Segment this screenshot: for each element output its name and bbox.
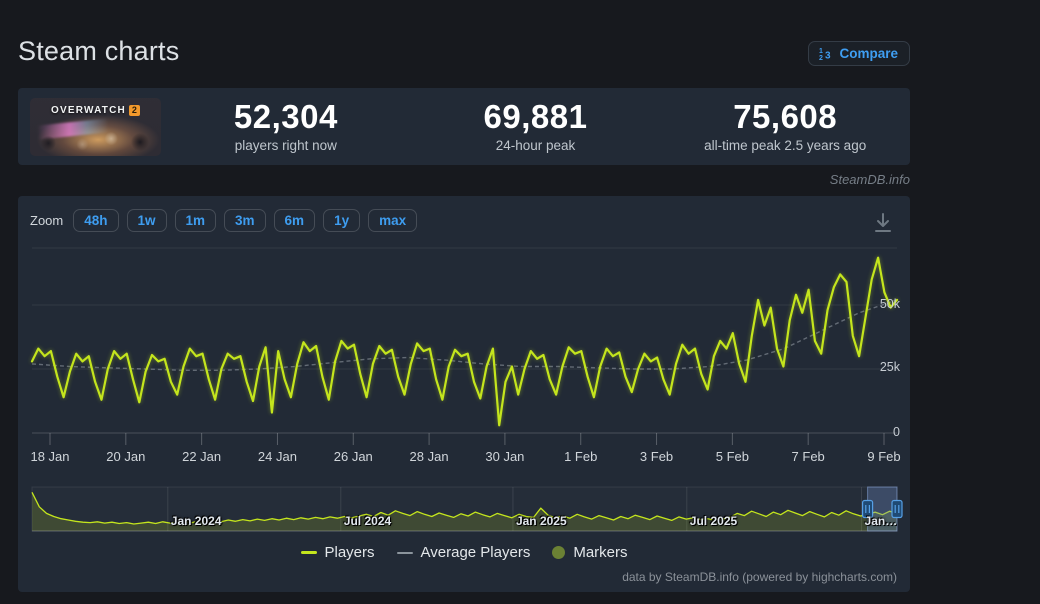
x-tick-label: 28 Jan	[409, 449, 449, 464]
compare-button[interactable]: 1 2 3 Compare	[808, 41, 910, 66]
svg-text:3: 3	[825, 50, 831, 61]
zoom-toolbar: Zoom 48h 1w 1m 3m 6m 1y max	[30, 209, 418, 232]
navigator-tick-label: Jan…	[864, 514, 898, 528]
range-button-48h[interactable]: 48h	[73, 209, 119, 232]
navigator-tick-label: Jul 2024	[343, 514, 392, 528]
x-tick-label: 9 Feb	[867, 449, 901, 464]
navigator-handle-left[interactable]	[861, 499, 874, 519]
svg-text:1: 1	[819, 48, 823, 55]
x-tick-label: 30 Jan	[485, 449, 525, 464]
y-tick-label: 25k	[879, 360, 900, 374]
x-tick-label: 18 Jan	[30, 449, 70, 464]
markers-circle-marker	[552, 546, 566, 559]
steamdb-watermark: SteamDB.info	[829, 172, 910, 187]
navigator-tick-label: Jan 2025	[515, 514, 567, 528]
stat-alltime-peak: 75,608 all-time peak 2.5 years ago	[660, 100, 910, 153]
range-button-1w[interactable]: 1w	[126, 209, 167, 232]
current-players-value: 52,304	[233, 98, 338, 136]
stats-panel: OVERWATCH 2 52,304 players right now 69,8…	[18, 88, 910, 165]
page-title: Steam charts	[18, 36, 180, 66]
chart-svg[interactable]	[18, 196, 910, 592]
x-tick-label: 7 Feb	[791, 449, 825, 464]
game-logo: OVERWATCH 2	[30, 104, 161, 116]
svg-text:2: 2	[819, 55, 823, 61]
chart-credits: data by SteamDB.info (powered by highcha…	[622, 570, 897, 584]
x-tick-label: 3 Feb	[639, 449, 674, 464]
compare-button-label: Compare	[839, 46, 898, 61]
current-players-label: players right now	[234, 137, 337, 153]
x-tick-label: 20 Jan	[106, 449, 146, 464]
navigator-tick-label: Jul 2025	[689, 514, 738, 528]
stat-24h-peak: 69,881 24-hour peak	[411, 100, 661, 153]
legend-item-markers[interactable]: Markers	[552, 544, 628, 561]
chart-legend: Players Average Players Markers	[18, 544, 910, 561]
zoom-label: Zoom	[30, 213, 64, 228]
range-button-1y[interactable]: 1y	[323, 209, 361, 232]
y-tick-label: 0	[893, 425, 900, 439]
legend-label: Average Players	[420, 544, 531, 561]
alltime-peak-label: all-time peak 2.5 years ago	[704, 137, 867, 153]
numeric-compare-icon: 1 2 3	[819, 48, 831, 61]
game-capsule[interactable]: OVERWATCH 2	[30, 97, 161, 156]
navigator-tick-label: Jan 2024	[170, 514, 222, 528]
chart-panel: Zoom 48h 1w 1m 3m 6m 1y max 50k 25k 0 18…	[18, 196, 910, 592]
alltime-peak-value: 75,608	[733, 98, 838, 136]
range-button-max[interactable]: max	[368, 209, 418, 232]
legend-item-average-players[interactable]: Average Players	[396, 544, 531, 561]
x-tick-label: 24 Jan	[257, 449, 297, 464]
24h-peak-label: 24-hour peak	[495, 137, 576, 153]
range-button-3m[interactable]: 3m	[224, 209, 266, 232]
download-button[interactable]	[868, 208, 898, 238]
navigator-handle-right[interactable]	[891, 499, 903, 519]
average-line-marker	[396, 551, 413, 554]
x-tick-label: 26 Jan	[333, 449, 373, 464]
range-button-6m[interactable]: 6m	[273, 209, 316, 232]
24h-peak-value: 69,881	[483, 98, 588, 136]
players-line-marker	[300, 551, 317, 554]
x-tick-label: 1 Feb	[564, 449, 598, 464]
legend-label: Markers	[573, 544, 628, 561]
stat-current-players: 52,304 players right now	[161, 100, 411, 153]
x-tick-label: 5 Feb	[715, 449, 749, 464]
download-arrow-icon	[875, 213, 891, 232]
legend-label: Players	[324, 544, 375, 561]
range-button-1m[interactable]: 1m	[174, 209, 217, 232]
x-tick-label: 22 Jan	[182, 449, 222, 464]
y-tick-label: 50k	[879, 297, 900, 311]
legend-item-players[interactable]: Players	[300, 544, 375, 561]
